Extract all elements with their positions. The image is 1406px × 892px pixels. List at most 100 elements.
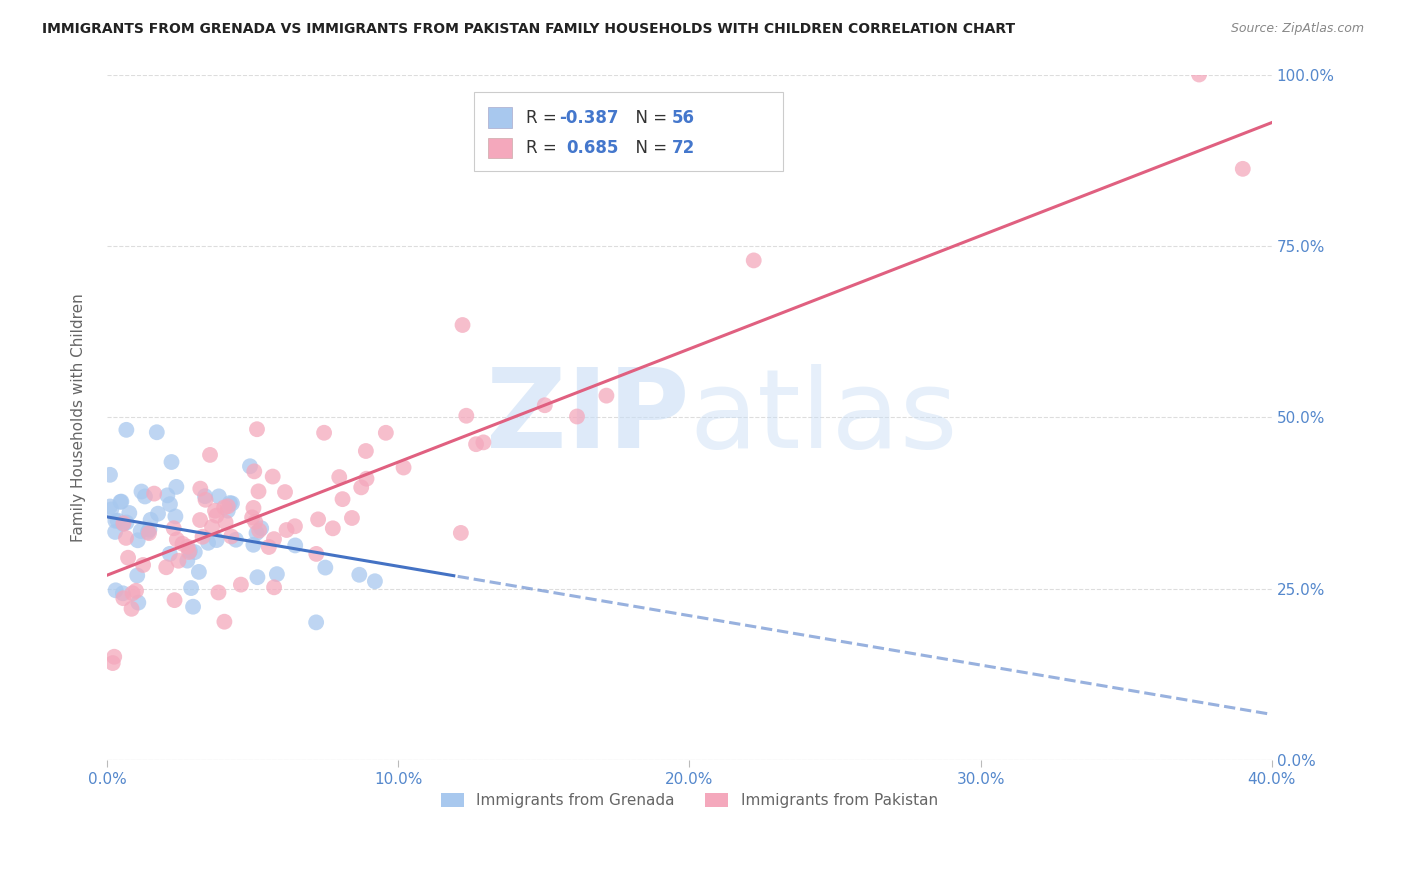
Point <box>332 492 354 507</box>
Point <box>340 511 363 525</box>
Point <box>201 520 224 534</box>
Text: 56: 56 <box>672 109 695 127</box>
Point <box>240 510 263 524</box>
Point <box>165 480 187 494</box>
Point <box>127 533 149 548</box>
Point <box>262 469 284 483</box>
Point <box>121 586 143 600</box>
Point <box>219 529 242 543</box>
Point <box>250 521 273 535</box>
Point <box>257 540 280 554</box>
Point <box>187 565 209 579</box>
Point <box>239 459 262 474</box>
Point <box>328 470 350 484</box>
Point <box>104 524 127 539</box>
Point <box>180 581 202 595</box>
Point <box>349 567 371 582</box>
Point <box>229 577 252 591</box>
Point <box>118 506 141 520</box>
Point <box>565 409 588 424</box>
FancyBboxPatch shape <box>488 137 512 158</box>
Point <box>205 533 228 547</box>
Point <box>305 547 328 561</box>
Point <box>179 544 201 558</box>
Point <box>103 649 125 664</box>
Point <box>131 484 153 499</box>
Point <box>129 524 152 538</box>
Point <box>204 504 226 518</box>
Point <box>146 507 169 521</box>
Text: R =: R = <box>526 109 562 127</box>
Point <box>110 495 132 509</box>
Point <box>194 492 217 507</box>
Point <box>172 537 194 551</box>
Point <box>115 423 138 437</box>
Point <box>198 448 221 462</box>
Point <box>146 425 169 440</box>
Point <box>101 656 124 670</box>
Point <box>266 567 288 582</box>
Point <box>242 538 264 552</box>
Point <box>356 472 378 486</box>
Point <box>163 521 186 535</box>
Point <box>176 553 198 567</box>
Text: -0.387: -0.387 <box>560 109 619 127</box>
Point <box>98 500 121 514</box>
Point <box>595 389 617 403</box>
Point <box>112 516 135 531</box>
Point <box>247 524 270 538</box>
Point <box>274 485 297 500</box>
Point <box>214 615 236 629</box>
Point <box>465 437 488 451</box>
Point <box>181 599 204 614</box>
Point <box>167 554 190 568</box>
Point <box>284 519 307 533</box>
Point <box>205 508 228 523</box>
Point <box>138 523 160 537</box>
Point <box>305 615 328 630</box>
Point <box>208 489 231 503</box>
Text: ZIP: ZIP <box>486 364 689 471</box>
Point <box>112 591 135 606</box>
Point <box>159 547 181 561</box>
Point <box>115 531 138 545</box>
Point <box>132 558 155 572</box>
Point <box>184 545 207 559</box>
Y-axis label: Family Households with Children: Family Households with Children <box>72 293 86 541</box>
Point <box>98 467 121 482</box>
Point <box>104 583 127 598</box>
Point <box>263 580 285 594</box>
Point <box>165 509 187 524</box>
Point <box>533 398 555 412</box>
Point <box>134 490 156 504</box>
Point <box>117 550 139 565</box>
Point <box>143 486 166 500</box>
Legend: Immigrants from Grenada, Immigrants from Pakistan: Immigrants from Grenada, Immigrants from… <box>434 787 943 814</box>
Point <box>217 500 239 514</box>
FancyBboxPatch shape <box>474 92 783 170</box>
Point <box>350 480 373 494</box>
Text: Source: ZipAtlas.com: Source: ZipAtlas.com <box>1230 22 1364 36</box>
Text: N =: N = <box>626 139 673 157</box>
Point <box>156 488 179 502</box>
FancyBboxPatch shape <box>488 107 512 128</box>
Point <box>138 526 160 541</box>
Point <box>125 583 148 598</box>
Text: 72: 72 <box>672 139 695 157</box>
Point <box>163 593 186 607</box>
Point <box>107 514 129 528</box>
Point <box>451 318 474 332</box>
Point <box>314 560 336 574</box>
Point <box>247 484 270 499</box>
Point <box>218 496 240 510</box>
Point <box>225 533 247 547</box>
Point <box>307 512 329 526</box>
Point <box>456 409 478 423</box>
Point <box>166 533 188 547</box>
Point <box>115 516 138 530</box>
Point <box>159 497 181 511</box>
Point <box>742 253 765 268</box>
Point <box>364 574 387 589</box>
Point <box>100 502 122 516</box>
Text: 0.685: 0.685 <box>567 139 619 157</box>
